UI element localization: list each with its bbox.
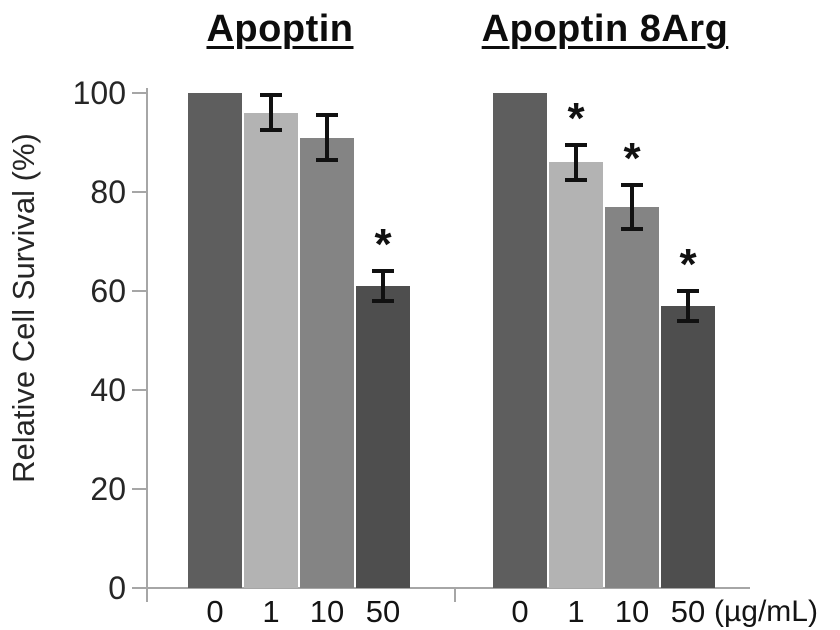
y-axis-tick: [132, 389, 146, 391]
error-bar-cap-top: [260, 93, 282, 98]
y-axis-tick: [132, 92, 146, 94]
error-bar-whisker: [381, 271, 385, 301]
y-axis-tick: [132, 191, 146, 193]
error-bar-cap-bottom: [565, 177, 587, 182]
x-tick-label: 1: [262, 594, 280, 629]
group-title-apoptin: Apoptin: [206, 8, 354, 50]
y-tick-label: 20: [90, 471, 126, 507]
error-bar-whisker: [325, 115, 329, 160]
bar-apoptin-50: [356, 286, 410, 588]
bar-apoptin-8arg-0: [493, 93, 547, 588]
x-tick-label: 0: [206, 594, 224, 629]
error-bar-cap-bottom: [621, 227, 643, 232]
error-bar-cap-top: [677, 289, 699, 293]
error-bar-cap-bottom: [316, 157, 338, 162]
error-bar-whisker: [269, 95, 273, 131]
bar-apoptin-8arg-50: [661, 305, 715, 588]
error-bar-whisker: [630, 184, 634, 230]
error-bar-cap-top: [316, 113, 338, 118]
significance-asterisk: *: [679, 240, 697, 289]
bar-apoptin-1: [244, 112, 298, 588]
y-axis-line: [146, 88, 148, 602]
error-bar-cap-top: [372, 269, 394, 274]
x-tick-label: 1: [567, 594, 585, 629]
error-bar-cap-top: [565, 142, 587, 147]
x-tick-label: 50: [365, 594, 401, 629]
x-axis-line: [133, 587, 750, 589]
x-axis-unit-label: (µg/mL): [714, 595, 818, 628]
error-bar-whisker: [574, 144, 578, 180]
bar-apoptin-8arg-1: [549, 162, 603, 588]
error-bar-whisker: [686, 291, 690, 321]
y-tick-label: 80: [90, 174, 126, 210]
x-tick-label: 10: [614, 594, 650, 629]
error-bar-cap-bottom: [677, 318, 699, 323]
y-tick-label: 0: [108, 570, 126, 606]
significance-asterisk: *: [623, 133, 641, 183]
y-tick-label: 100: [72, 75, 126, 111]
y-axis-tick: [132, 290, 146, 292]
significance-asterisk: *: [374, 220, 392, 270]
error-bar-cap-top: [621, 182, 643, 187]
bar-apoptin-8arg-10: [605, 206, 659, 588]
y-axis-tick: [132, 488, 146, 490]
significance-asterisk: *: [567, 93, 585, 143]
error-bar-cap-bottom: [372, 298, 394, 303]
x-tick-label: 50: [670, 594, 706, 629]
error-bar-cap-bottom: [260, 128, 282, 133]
x-axis-group-separator-tick: [454, 588, 456, 602]
x-tick-label: 0: [511, 594, 529, 629]
y-tick-label: 40: [90, 372, 126, 408]
x-tick-label: 10: [309, 594, 345, 629]
bar-apoptin-0: [188, 93, 242, 588]
bar-apoptin-10: [300, 137, 354, 588]
y-tick-label: 60: [90, 273, 126, 309]
group-title-apoptin-8arg: Apoptin 8Arg: [481, 8, 729, 50]
